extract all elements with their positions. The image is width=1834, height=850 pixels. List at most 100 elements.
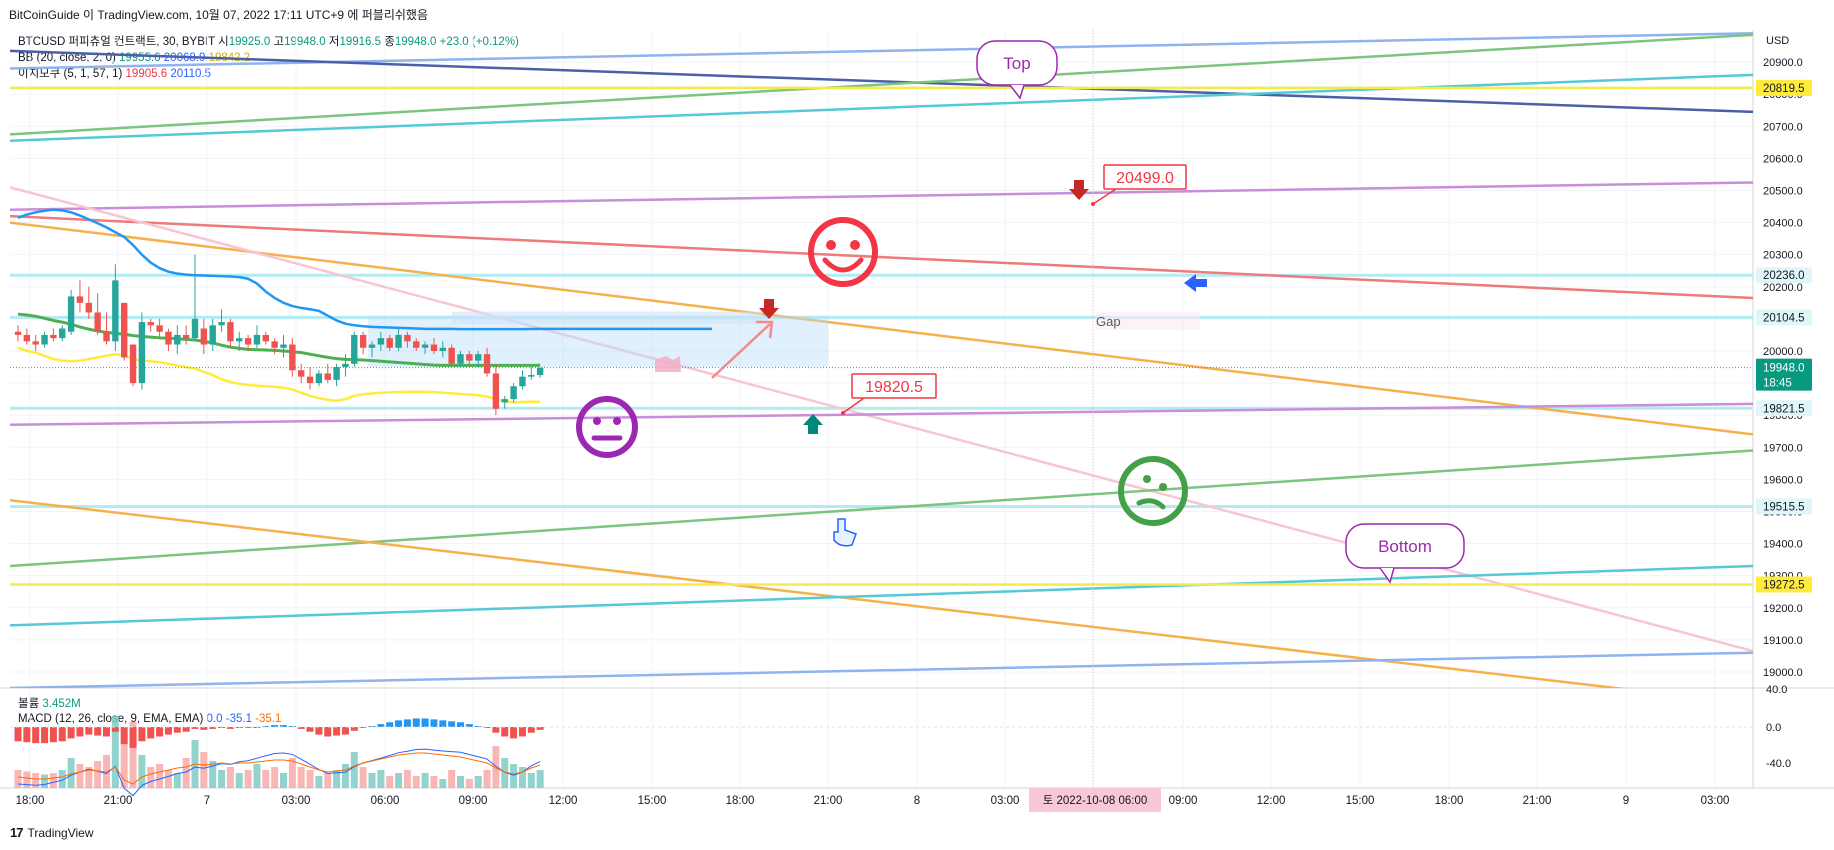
- volume-bar: [58, 770, 66, 788]
- macd-hist-bar: [271, 725, 279, 727]
- price-axis-badge: 20104.5: [1756, 309, 1812, 326]
- candle-body: [103, 331, 110, 342]
- candle-body: [138, 322, 146, 384]
- low-price-tag-bg: [851, 373, 937, 399]
- macd-hist-bar: [412, 718, 420, 727]
- volume-bar: [138, 755, 146, 788]
- price-tick-label: 19200.0: [1763, 603, 1803, 615]
- top-callout-tail: [1009, 84, 1025, 100]
- neutral-face-icon: [576, 396, 638, 458]
- price-badge-bg: [1756, 576, 1812, 593]
- close-label: 종: [384, 36, 395, 48]
- price-badge-text: 19821.5: [1763, 403, 1805, 415]
- candle-body: [430, 344, 438, 351]
- macd-hist-bar: [439, 720, 447, 727]
- volume-bar: [226, 767, 234, 788]
- volume-legend[interactable]: 볼륨 3.452M: [18, 695, 81, 711]
- candle-body: [236, 338, 243, 342]
- macd-hist-bar: [262, 726, 270, 728]
- time-tick-label: 12:00: [549, 795, 578, 807]
- time-tick-label: 18:00: [726, 795, 755, 807]
- macd-hist-bar: [147, 727, 155, 739]
- bottom-callout-tail: [1379, 567, 1395, 584]
- candle-body: [324, 373, 331, 380]
- high-price-tag-pointer: [1092, 188, 1117, 205]
- price-axis: 19000.019100.019200.019300.019400.019500…: [1756, 35, 1812, 770]
- ichimoku-row[interactable]: 이치모쿠 (5, 1, 57, 1) 19905.6 20110.5: [18, 66, 519, 82]
- macd-hist-bar: [395, 720, 403, 727]
- candle-body: [165, 331, 172, 345]
- volume-bar: [111, 716, 119, 788]
- macd-hist-bar: [103, 727, 110, 737]
- volume-bar: [395, 773, 403, 788]
- tradingview-footer[interactable]: 17 TradingView: [10, 825, 94, 840]
- volume-bar: [200, 752, 208, 788]
- volume-bar: [448, 770, 456, 788]
- candle-body: [121, 302, 128, 358]
- volume-bar: [474, 776, 482, 788]
- time-tick-label: 21:00: [1523, 795, 1552, 807]
- candle-body: [298, 370, 305, 377]
- macd-line: [17, 748, 541, 797]
- candle-body: [32, 341, 39, 345]
- high-label: 고: [273, 36, 285, 48]
- high-price-tag: 20499.0: [1091, 164, 1187, 206]
- macd-hist-bar: [465, 724, 473, 727]
- bottom-callout: Bottom: [1345, 523, 1465, 584]
- trendline: [10, 402, 1753, 427]
- macd-hist-bar: [200, 727, 208, 730]
- macd-hist-bar: [23, 727, 31, 743]
- volume-bar: [288, 758, 296, 788]
- candle-body: [306, 376, 314, 384]
- change-value: +23.0 (+0.12%): [439, 36, 519, 48]
- volume-bar: [182, 758, 190, 788]
- candle-body: [112, 280, 119, 342]
- volume-bar: [164, 770, 172, 788]
- volume-bar: [76, 764, 84, 788]
- candle-body: [50, 334, 57, 339]
- macd-hist-value: 0.0: [206, 713, 223, 725]
- candle-body: [386, 338, 393, 348]
- high-value: 19948.0: [284, 36, 326, 48]
- volume-bar: [421, 773, 429, 788]
- macd-signal-value: -35.1: [255, 713, 282, 725]
- ichimoku-b-value: 20110.5: [170, 68, 212, 80]
- happy-face-icon-outline: [808, 217, 878, 287]
- time-tick-label: 18:00: [1435, 795, 1464, 807]
- low-label: 저: [328, 36, 340, 48]
- macd-axis-label: -40.0: [1766, 758, 1791, 770]
- price-tick-label: 19700.0: [1763, 442, 1803, 454]
- top-callout-text: Top: [1003, 54, 1030, 73]
- volume-bar: [262, 770, 270, 788]
- macd-hist-bar: [536, 727, 544, 730]
- candle-body: [244, 338, 252, 345]
- candle-body: [342, 363, 349, 368]
- bb-upper-line: [17, 208, 541, 331]
- neutral-face-icon-outline: [576, 396, 638, 458]
- price-tick-label: 20900.0: [1763, 57, 1803, 69]
- candle-body: [351, 334, 358, 364]
- candle-body: [492, 373, 500, 409]
- publish-header: BitCoinGuide 이 TradingView.com, 10월 07, …: [9, 8, 428, 22]
- price-tick-label: 20600.0: [1763, 153, 1803, 165]
- candle-body: [23, 334, 31, 342]
- macd-hist-bar: [359, 727, 367, 728]
- low-price-tag-text: 19820.5: [865, 379, 923, 396]
- macd-axis-label: 40.0: [1766, 684, 1787, 696]
- down-arrow-icon: [759, 299, 779, 319]
- macd-hist-bar: [483, 727, 491, 728]
- macd-hist-bar: [315, 727, 323, 735]
- macd-hist-bar: [280, 725, 287, 727]
- macd-legend[interactable]: MACD (12, 26, close, 9, EMA, EMA) 0.0 -3…: [18, 713, 281, 725]
- volume-bar: [324, 773, 332, 788]
- macd-hist-bar: [49, 727, 57, 743]
- macd-hist-bar: [14, 727, 22, 742]
- price-badge-text: 20104.5: [1763, 312, 1805, 324]
- time-axis: 18:00 21:00 7 03:00 06:00 09:00 12:00 15:00 18:0…: [16, 795, 1730, 807]
- macd-hist-bar: [173, 727, 181, 733]
- symbol-name[interactable]: BTCUSD 퍼피츄얼 컨트랙트, 30, BYBIT: [18, 36, 215, 48]
- candle-body: [129, 344, 137, 384]
- sad-face-icon-outline: [1118, 456, 1188, 526]
- macd-hist-bar: [333, 727, 341, 736]
